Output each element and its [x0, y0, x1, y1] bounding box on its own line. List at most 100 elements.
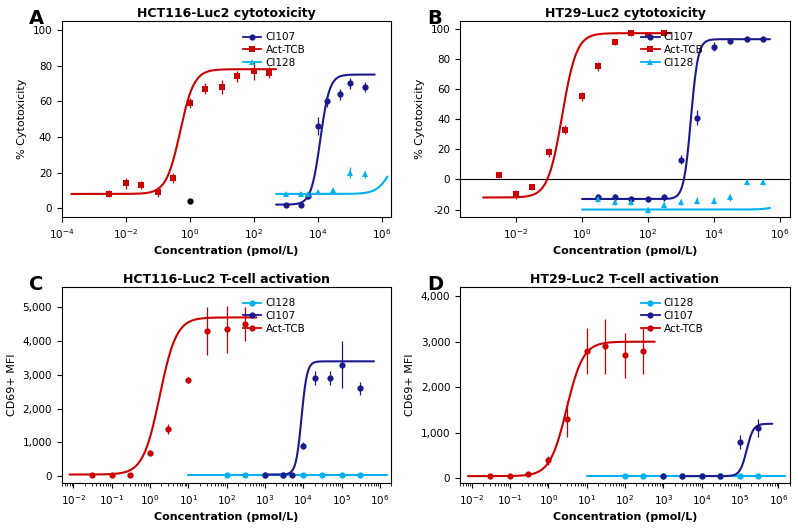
Y-axis label: % Cytotoxicity: % Cytotoxicity: [17, 79, 27, 159]
CI107: [303, 193, 313, 199]
Act-TCB: [185, 100, 195, 106]
Line: Act-TCB: Act-TCB: [89, 321, 248, 478]
CI128: [303, 191, 313, 197]
CI107: [310, 375, 319, 381]
CI107: [753, 425, 763, 432]
CI128: [758, 179, 768, 186]
Text: C: C: [29, 275, 43, 294]
Act-TCB: [659, 30, 669, 37]
Act-TCB: [523, 471, 533, 477]
CI128: [638, 473, 648, 479]
Act-TCB: [610, 39, 620, 45]
CI107: [715, 473, 725, 479]
CI107: [742, 36, 752, 42]
Act-TCB: [87, 471, 97, 478]
CI107: [659, 194, 669, 200]
CI128: [337, 471, 346, 478]
CI128: [753, 473, 763, 479]
Act-TCB: [593, 63, 602, 69]
CI107: [335, 91, 345, 97]
Line: Act-TCB: Act-TCB: [496, 30, 667, 198]
Text: A: A: [29, 10, 44, 29]
Line: CI107: CI107: [660, 425, 761, 479]
Act-TCB: [527, 184, 536, 190]
CI107: [337, 361, 346, 368]
Act-TCB: [184, 377, 193, 383]
X-axis label: Concentration (pmol/L): Concentration (pmol/L): [553, 246, 697, 256]
Act-TCB: [232, 73, 242, 79]
CI107: [281, 202, 290, 208]
Line: CI128: CI128: [595, 179, 766, 213]
CI128: [355, 471, 365, 478]
Act-TCB: [107, 471, 117, 478]
CI128: [260, 471, 270, 478]
Legend: CI128, CI107, Act-TCB: CI128, CI107, Act-TCB: [239, 294, 310, 338]
Act-TCB: [505, 473, 515, 479]
CI107: [758, 36, 768, 42]
CI128: [677, 473, 686, 479]
X-axis label: Concentration (pmol/L): Concentration (pmol/L): [154, 512, 298, 522]
Act-TCB: [577, 93, 587, 99]
Act-TCB: [543, 457, 553, 463]
CI128: [659, 202, 669, 208]
Act-TCB: [164, 426, 173, 432]
Act-TCB: [249, 68, 259, 74]
Act-TCB: [153, 189, 163, 195]
CI107: [360, 84, 369, 90]
CI107: [610, 194, 620, 200]
CI128: [345, 169, 354, 176]
Act-TCB: [168, 175, 178, 181]
CI128: [281, 191, 290, 197]
CI107: [355, 385, 365, 391]
CI128: [593, 196, 602, 202]
CI128: [658, 473, 668, 479]
Act-TCB: [202, 328, 211, 334]
Act-TCB: [638, 348, 648, 354]
Act-TCB: [562, 416, 571, 422]
X-axis label: Concentration (pmol/L): Concentration (pmol/L): [553, 512, 697, 522]
Title: HCT116-Luc2 cytotoxicity: HCT116-Luc2 cytotoxicity: [137, 7, 316, 20]
Line: CI128: CI128: [223, 471, 363, 478]
CI128: [240, 471, 250, 478]
Act-TCB: [494, 172, 504, 178]
CI128: [709, 197, 719, 204]
Line: CI128: CI128: [282, 169, 368, 197]
CI107: [677, 473, 686, 479]
CI128: [317, 471, 326, 478]
Act-TCB: [105, 191, 114, 197]
Title: HT29-Luc2 T-cell activation: HT29-Luc2 T-cell activation: [531, 273, 720, 286]
CI107: [279, 471, 288, 478]
CI107: [676, 157, 685, 163]
CI128: [313, 189, 322, 195]
CI128: [735, 473, 745, 479]
CI107: [298, 443, 308, 449]
CI128: [296, 191, 306, 197]
Act-TCB: [240, 321, 250, 327]
Text: B: B: [427, 10, 442, 29]
CI128: [610, 199, 620, 205]
CI107: [287, 471, 297, 478]
Line: CI107: CI107: [595, 36, 766, 202]
CI128: [676, 199, 685, 205]
Act-TCB: [485, 473, 495, 479]
Act-TCB: [643, 32, 653, 38]
Line: CI107: CI107: [282, 80, 368, 208]
Legend: CI128, CI107, Act-TCB: CI128, CI107, Act-TCB: [637, 294, 708, 338]
Y-axis label: % Cytotoxicity: % Cytotoxicity: [415, 79, 425, 159]
CI107: [626, 196, 635, 202]
CI107: [593, 194, 602, 200]
CI128: [328, 187, 338, 194]
Act-TCB: [217, 84, 227, 90]
CI107: [326, 375, 335, 381]
CI128: [298, 471, 308, 478]
CI128: [360, 171, 369, 178]
CI107: [296, 202, 306, 208]
Act-TCB: [222, 326, 231, 332]
Title: HT29-Luc2 cytotoxicity: HT29-Luc2 cytotoxicity: [544, 7, 705, 20]
CI128: [620, 473, 630, 479]
CI107: [697, 473, 706, 479]
Act-TCB: [512, 191, 521, 198]
CI128: [279, 471, 288, 478]
Act-TCB: [600, 343, 610, 350]
CI107: [735, 439, 745, 445]
